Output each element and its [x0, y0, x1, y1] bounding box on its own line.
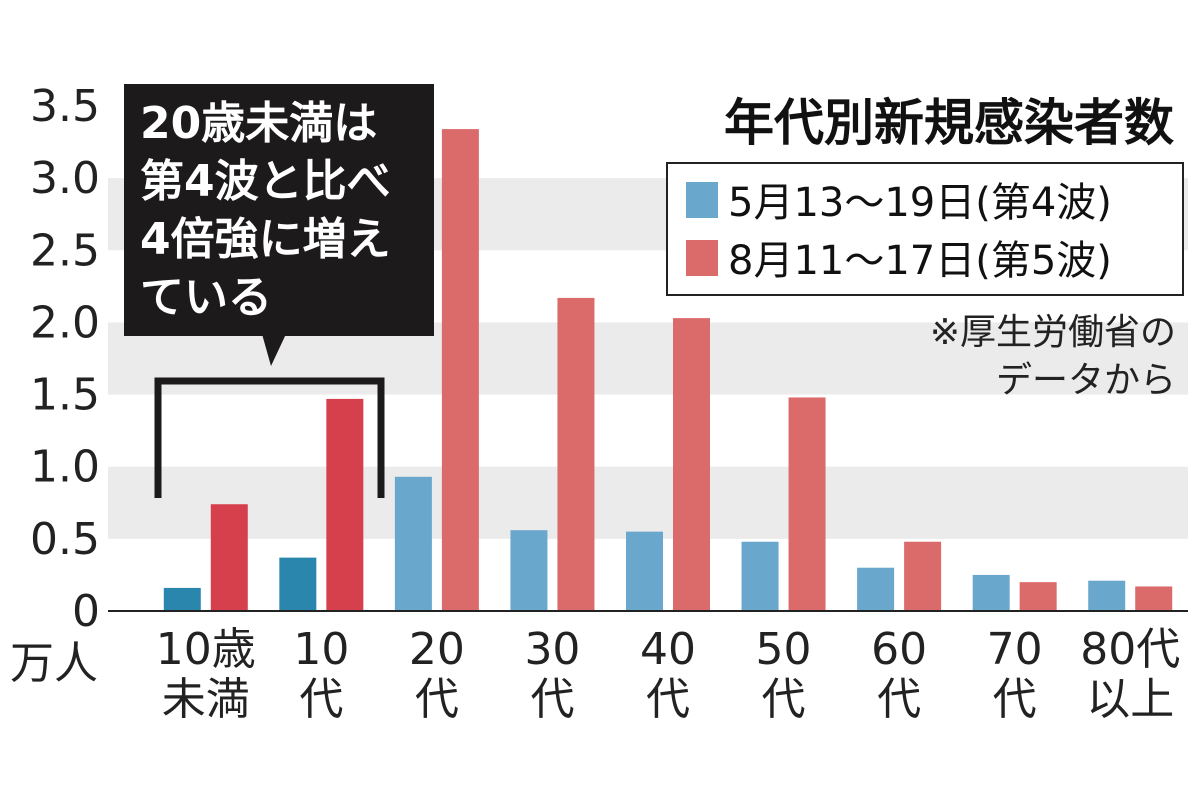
callout: 20歳未満は 第4波と比べ 4倍強に増え ている — [124, 84, 434, 498]
bar-wave4 — [279, 557, 317, 611]
bar-wave4 — [394, 476, 432, 611]
legend-frame — [666, 162, 1184, 296]
callout-line-2: 第4波と比べ — [140, 156, 391, 207]
y-tick-label: 0 — [72, 586, 100, 637]
bar-wave4 — [1088, 580, 1126, 611]
x-category-label: 未満 — [162, 674, 250, 725]
bar-wave4 — [741, 541, 779, 611]
legend-label-wave5: 8月11〜17日(第5波) — [728, 238, 1112, 284]
callout-line-3: 4倍強に増え — [140, 214, 391, 265]
bar-wave5 — [788, 397, 826, 611]
x-category-label: 50 — [756, 624, 812, 675]
x-category-label: 代 — [646, 674, 690, 725]
legend-swatch-wave4 — [686, 182, 718, 218]
y-tick-label: 0.5 — [30, 514, 100, 565]
bar-wave5 — [904, 541, 942, 611]
y-tick-label: 2.0 — [30, 297, 100, 348]
callout-box — [124, 84, 434, 336]
x-category-label: 10歳 — [156, 624, 256, 675]
callout-line-1: 20歳未満は — [140, 98, 377, 149]
bar-wave5 — [1019, 582, 1057, 611]
chart-title: 年代別新規感染者数 — [724, 94, 1174, 152]
x-category-label: 30 — [524, 624, 580, 675]
bar-wave5 — [210, 504, 248, 611]
y-axis-ticks: 0 0.5 1.0 1.5 2.0 2.5 3.0 3.5 — [30, 81, 100, 637]
callout-bracket — [154, 377, 385, 498]
y-tick-label: 3.0 — [30, 153, 100, 204]
bar-wave4 — [972, 574, 1010, 611]
callout-pointer — [262, 334, 286, 366]
y-tick-label: 2.5 — [30, 225, 100, 276]
bar-wave5 — [673, 318, 710, 611]
x-category-label: 代 — [415, 674, 459, 725]
x-category-label: 代 — [762, 674, 806, 725]
x-category-label: 60 — [871, 624, 927, 675]
x-category-label: 代 — [530, 674, 574, 725]
legend-label-wave4: 5月13〜19日(第4波) — [728, 180, 1112, 226]
x-category-label: 40 — [640, 624, 696, 675]
source-note-line-2: データから — [996, 360, 1176, 401]
bar-wave5 — [326, 398, 364, 611]
source-note-line-1: ※厚生労働省の — [930, 312, 1176, 353]
y-tick-label: 1.5 — [30, 370, 100, 421]
source-note: ※厚生労働省の データから — [930, 312, 1176, 401]
bar-wave5 — [1135, 586, 1173, 611]
x-category-label: 以上 — [1086, 674, 1174, 725]
legend-swatch-wave5 — [686, 240, 718, 276]
x-category-label: 70 — [987, 624, 1043, 675]
bar-wave5 — [441, 129, 479, 612]
legend: 5月13〜19日(第4波) 8月11〜17日(第5波) — [666, 162, 1184, 296]
bar-wave4 — [857, 567, 895, 611]
y-tick-label: 3.5 — [30, 81, 100, 132]
bars — [163, 129, 1173, 612]
bar-wave4 — [626, 531, 663, 611]
callout-line-4: ている — [140, 272, 272, 323]
grid-band — [108, 466, 1188, 539]
bar-wave4 — [163, 587, 201, 611]
x-category-label: 10 — [293, 624, 349, 675]
x-category-label: 20 — [409, 624, 465, 675]
x-category-label: 代 — [299, 674, 343, 725]
x-category-label: 代 — [877, 674, 921, 725]
bar-wave5 — [557, 297, 595, 611]
x-category-label: 代 — [993, 674, 1037, 725]
y-tick-label: 1.0 — [30, 442, 100, 493]
bar-wave4 — [510, 530, 548, 611]
x-category-label: 80代 — [1080, 624, 1180, 675]
unit-label: 万人 — [10, 638, 98, 689]
